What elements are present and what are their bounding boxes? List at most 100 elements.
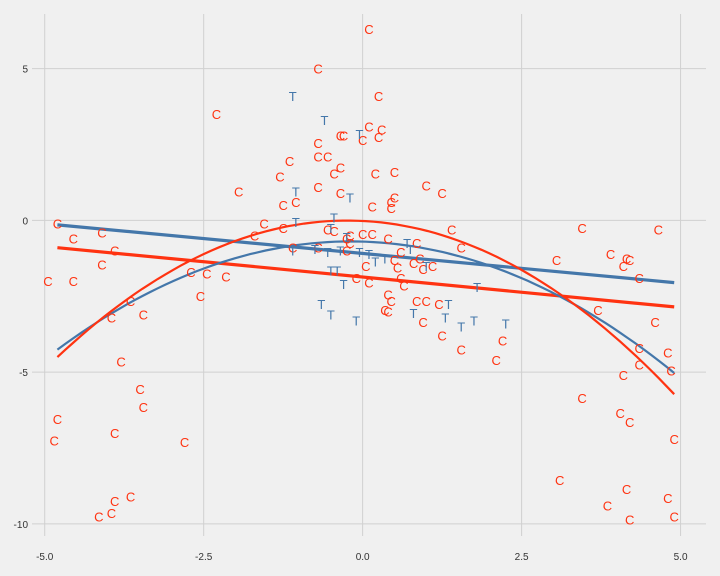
point-c: C bbox=[437, 329, 446, 344]
point-c: C bbox=[622, 251, 631, 266]
point-c: C bbox=[345, 229, 354, 244]
point-c: C bbox=[342, 244, 351, 259]
point-c: C bbox=[387, 201, 396, 216]
y-tick-label: -10 bbox=[14, 520, 29, 531]
grid bbox=[32, 14, 706, 536]
point-c: C bbox=[53, 412, 62, 427]
point-t: T bbox=[422, 259, 430, 274]
point-t: T bbox=[445, 297, 453, 312]
linear-fit-line bbox=[57, 223, 675, 285]
point-c: C bbox=[663, 345, 672, 360]
point-c: C bbox=[180, 435, 189, 450]
point-c: C bbox=[139, 400, 148, 415]
point-c: C bbox=[278, 198, 287, 213]
point-c: C bbox=[635, 271, 644, 286]
point-c: C bbox=[390, 165, 399, 180]
y-tick-label: -5 bbox=[19, 368, 28, 379]
point-c: C bbox=[97, 257, 106, 272]
point-c: C bbox=[221, 270, 230, 285]
point-c: C bbox=[635, 341, 644, 356]
point-c: C bbox=[418, 262, 427, 277]
point-t: T bbox=[381, 251, 389, 266]
point-c: C bbox=[422, 178, 431, 193]
y-tick-label: 5 bbox=[22, 65, 28, 76]
point-c: C bbox=[107, 310, 116, 325]
point-c: C bbox=[377, 122, 386, 137]
point-t: T bbox=[327, 263, 335, 278]
point-t: T bbox=[410, 306, 418, 321]
trend-lines bbox=[56, 219, 675, 395]
point-c: C bbox=[412, 294, 421, 309]
point-c: C bbox=[364, 119, 373, 134]
point-c: C bbox=[383, 288, 392, 303]
point-c: C bbox=[345, 236, 354, 251]
point-t: T bbox=[365, 247, 373, 262]
point-c: C bbox=[202, 266, 211, 281]
x-tick-label: 0.0 bbox=[356, 552, 370, 563]
point-c: C bbox=[361, 259, 370, 274]
point-t: T bbox=[327, 307, 335, 322]
point-c: C bbox=[339, 128, 348, 143]
point-c: C bbox=[387, 195, 396, 210]
point-c: C bbox=[329, 224, 338, 239]
point-c: C bbox=[139, 307, 148, 322]
point-t: T bbox=[355, 245, 363, 260]
linear-fit-line bbox=[57, 246, 675, 309]
point-c: C bbox=[437, 186, 446, 201]
point-t: T bbox=[317, 297, 325, 312]
axis-tick-labels: -5.0 -2.5 0.0 2.5 5.0 5 0 -5 -10 bbox=[14, 65, 688, 563]
point-c: C bbox=[110, 426, 119, 441]
point-t: T bbox=[327, 221, 335, 236]
point-c: C bbox=[288, 241, 297, 256]
x-tick-label: -5.0 bbox=[36, 552, 54, 563]
point-c: C bbox=[619, 368, 628, 383]
point-c: C bbox=[364, 276, 373, 291]
point-c: C bbox=[69, 274, 78, 289]
point-c: C bbox=[313, 150, 322, 165]
point-c: C bbox=[126, 294, 135, 309]
point-c: C bbox=[275, 169, 284, 184]
point-t: T bbox=[321, 113, 329, 128]
point-c: C bbox=[278, 221, 287, 236]
point-c: C bbox=[593, 303, 602, 318]
point-c: C bbox=[53, 216, 62, 231]
point-c: C bbox=[663, 491, 672, 506]
point-t: T bbox=[311, 242, 319, 257]
point-c: C bbox=[635, 358, 644, 373]
point-t: T bbox=[352, 314, 360, 329]
point-c: C bbox=[374, 130, 383, 145]
point-c: C bbox=[670, 509, 679, 524]
point-c: C bbox=[291, 195, 300, 210]
point-c: C bbox=[110, 494, 119, 509]
point-c: C bbox=[342, 232, 351, 247]
point-t: T bbox=[406, 242, 414, 257]
point-c: C bbox=[383, 304, 392, 319]
point-c: C bbox=[625, 512, 634, 527]
point-c: C bbox=[606, 247, 615, 262]
point-c: C bbox=[336, 128, 345, 143]
point-t: T bbox=[343, 230, 351, 245]
point-c: C bbox=[622, 482, 631, 497]
point-t: T bbox=[371, 254, 379, 269]
point-c: C bbox=[412, 236, 421, 251]
point-c: C bbox=[625, 415, 634, 430]
point-c: C bbox=[358, 227, 367, 242]
point-c: C bbox=[313, 241, 322, 256]
x-tick-label: -2.5 bbox=[195, 552, 213, 563]
y-tick-label: 0 bbox=[22, 216, 28, 227]
point-c: C bbox=[422, 294, 431, 309]
point-c: C bbox=[555, 473, 564, 488]
point-c: C bbox=[97, 226, 106, 241]
point-t: T bbox=[340, 277, 348, 292]
point-t: T bbox=[324, 245, 332, 260]
point-t: T bbox=[336, 244, 344, 259]
point-c: C bbox=[396, 245, 405, 260]
point-c: C bbox=[428, 259, 437, 274]
point-c: C bbox=[577, 221, 586, 236]
point-c: C bbox=[498, 333, 507, 348]
x-tick-label: 2.5 bbox=[515, 552, 529, 563]
point-c: C bbox=[380, 303, 389, 318]
point-c: C bbox=[358, 133, 367, 148]
